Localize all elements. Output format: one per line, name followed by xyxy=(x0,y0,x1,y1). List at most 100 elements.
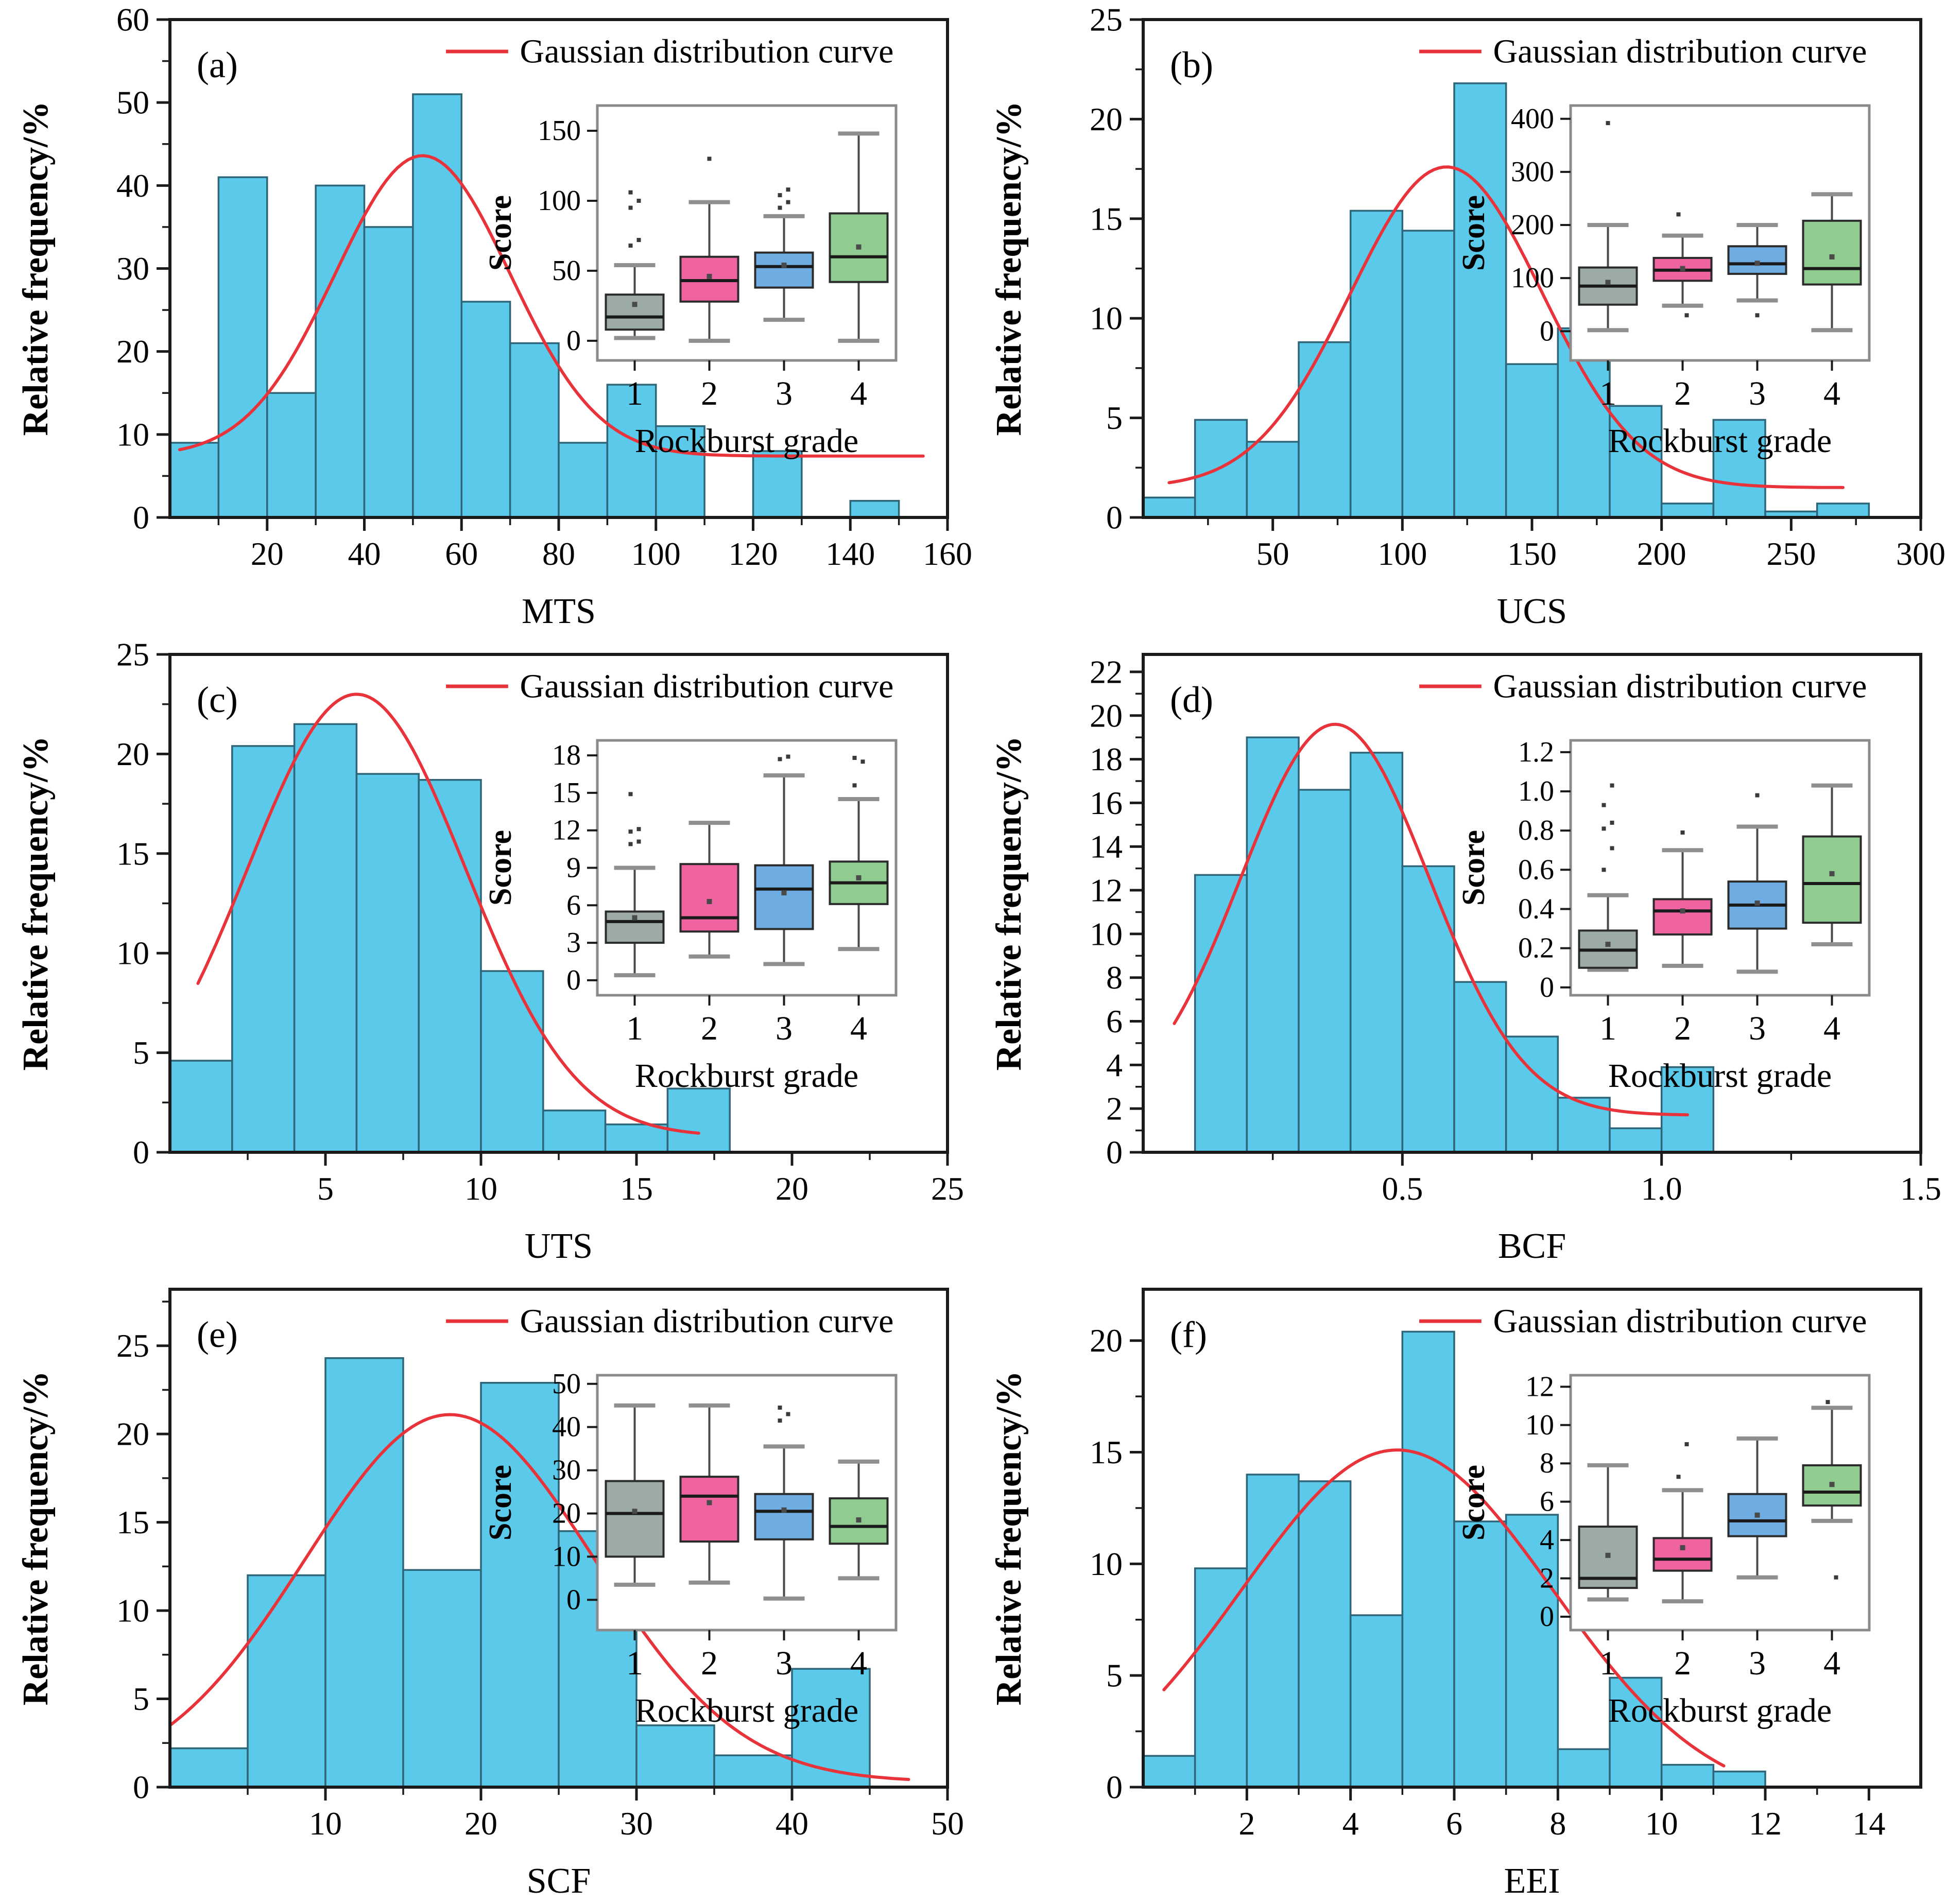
y-tick-label: 10 xyxy=(116,416,149,453)
outlier-point xyxy=(636,238,641,243)
inset-x-axis-title: Rockburst grade xyxy=(1608,1692,1832,1729)
outlier-point xyxy=(1610,820,1614,825)
x-tick-label: 120 xyxy=(729,535,778,572)
panel-e: 10 20 30 40 50 0 5 10 15 20 25 Relative frequency/%… xyxy=(0,1270,973,1904)
histogram-bar xyxy=(1298,341,1352,518)
gaussian-curve xyxy=(1173,722,1689,1117)
y-axis-title: Relative frequency/% xyxy=(16,1371,56,1706)
inset-y-tick-label: 0.2 xyxy=(1518,932,1554,964)
inset-y-tick-label: 20 xyxy=(552,1497,581,1529)
histogram-bar xyxy=(418,778,482,1153)
y-axis-title: Relative frequency/% xyxy=(16,736,56,1071)
outlier-point xyxy=(786,754,790,759)
x-tick-label: 4 xyxy=(1342,1805,1359,1842)
inset-y-tick-label: 4 xyxy=(1540,1524,1554,1556)
mean-marker xyxy=(632,1509,638,1514)
outlier-point xyxy=(1680,830,1685,835)
outlier-point xyxy=(778,205,782,210)
y-tick-label: 40 xyxy=(116,167,149,204)
histogram-bar xyxy=(324,1357,404,1788)
histogram-bar xyxy=(655,425,705,518)
histogram-bar xyxy=(1142,496,1196,518)
histogram-bar xyxy=(1401,865,1455,1153)
inset-x-tick-label: 2 xyxy=(701,1645,718,1682)
gaussian-curve xyxy=(196,693,700,1135)
y-tick-label: 5 xyxy=(133,1034,149,1071)
x-tick-label: 100 xyxy=(631,535,681,572)
x-tick-label: 40 xyxy=(776,1805,808,1842)
x-tick-label: 14 xyxy=(1852,1805,1885,1842)
histogram-bar xyxy=(509,342,560,518)
histogram-bar xyxy=(1194,1567,1248,1788)
histogram-bar xyxy=(355,773,420,1153)
box-grade-2 xyxy=(679,1476,739,1543)
y-tick-label: 50 xyxy=(116,84,149,121)
inset-y-tick-label: 0 xyxy=(566,964,581,996)
mean-marker xyxy=(1829,254,1835,259)
inset-y-tick-label: 12 xyxy=(552,815,581,846)
x-tick-label: 20 xyxy=(251,535,284,572)
legend-label: Gaussian distribution curve xyxy=(520,668,894,705)
histogram-bar xyxy=(169,1747,249,1788)
x-tick-label: 8 xyxy=(1549,1805,1566,1842)
inset-x-axis-title: Rockburst grade xyxy=(635,1057,858,1095)
histogram-bar xyxy=(480,1381,560,1788)
inset-x-tick-label: 1 xyxy=(626,1645,643,1682)
x-axis-title: UTS xyxy=(525,1226,593,1266)
histogram-bar xyxy=(1246,441,1300,518)
outlier-point xyxy=(1684,313,1689,318)
x-tick-label: 250 xyxy=(1766,535,1816,572)
outlier-point xyxy=(1676,1475,1681,1479)
histogram-bar xyxy=(1505,1035,1559,1153)
gaussian-curve xyxy=(178,154,925,458)
histogram-bar xyxy=(169,1060,233,1153)
histogram-bar xyxy=(1349,1614,1404,1788)
panel-tag: (e) xyxy=(197,1314,238,1355)
outlier-point xyxy=(628,190,633,195)
y-tick-label: 20 xyxy=(1090,697,1123,734)
x-tick-label: 12 xyxy=(1749,1805,1782,1842)
mean-marker xyxy=(856,1517,862,1523)
outlier-point xyxy=(1755,313,1760,318)
legend-label: Gaussian distribution curve xyxy=(520,1303,894,1340)
y-tick-label: 6 xyxy=(1106,1003,1123,1040)
mean-marker xyxy=(1754,1512,1760,1518)
inset-x-axis-title: Rockburst grade xyxy=(635,1692,858,1729)
y-tick-label: 0 xyxy=(133,1769,149,1806)
histogram-bars xyxy=(1194,736,1715,1153)
histogram-bar xyxy=(1660,1763,1715,1788)
outlier-point xyxy=(778,1405,782,1410)
mean-marker xyxy=(707,273,712,279)
x-tick-label: 30 xyxy=(620,1805,653,1842)
inset-y-axis-title: Score xyxy=(1456,1465,1491,1540)
histogram-bar xyxy=(849,500,900,518)
inset-boxplot: 0 0.2 0.4 0.6 0.8 1.0 1.2 1 2 3 4 Score Rockburst gr… xyxy=(1456,736,1871,1095)
histogram-bar xyxy=(460,301,511,518)
panel-d: 0.5 1.0 1.5 0 2 4 6 8 10 12 14 16 18 20 22 Relative fre… xyxy=(973,635,1946,1269)
histogram-bar xyxy=(266,392,317,518)
legend-label: Gaussian distribution curve xyxy=(1493,33,1867,71)
inset-boxplot: 0 100 200 300 400 1 2 3 4 Score Rockburst grade xyxy=(1456,103,1871,460)
inset-boxplot: 0 10 20 30 40 50 1 2 3 4 Score Rockburst grade xyxy=(483,1368,898,1729)
outlier-point xyxy=(628,205,633,210)
histogram-bar xyxy=(1349,210,1404,518)
x-tick-label: 40 xyxy=(348,535,381,572)
y-tick-label: 18 xyxy=(1090,741,1123,777)
y-tick-label: 14 xyxy=(1090,828,1123,865)
histogram-bar xyxy=(1660,1066,1715,1153)
y-tick-label: 10 xyxy=(1090,1546,1123,1582)
panel-a-chart: 20 40 60 80 100 120 140 1600102030405060Relativ… xyxy=(16,2,972,632)
y-axis-title: Relative frequency/% xyxy=(989,736,1029,1071)
x-axis-title: UCS xyxy=(1497,592,1567,631)
outlier-point xyxy=(707,157,712,161)
inset-y-tick-label: 3 xyxy=(566,927,581,959)
axis-ticks xyxy=(1130,18,1922,531)
histogram-bar xyxy=(293,723,358,1153)
outlier-point xyxy=(636,198,641,203)
box-grade-4 xyxy=(1802,219,1862,286)
outlier-point xyxy=(1755,793,1760,798)
